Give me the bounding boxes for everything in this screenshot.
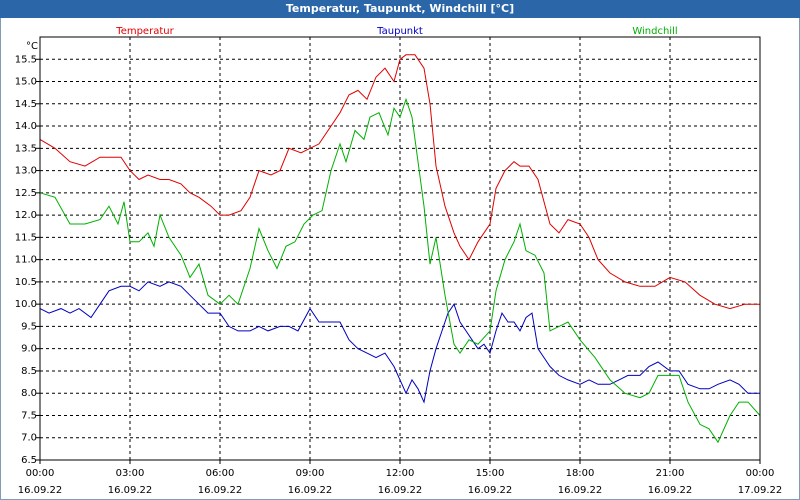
y-tick-label: 14.5	[15, 99, 37, 110]
x-tick-label-date: 16.09.22	[198, 485, 243, 496]
y-tick-label: 14.0	[15, 121, 37, 132]
x-tick-label-time: 00:00	[746, 468, 775, 479]
x-tick-label-time: 15:00	[476, 468, 505, 479]
legend-taupunkt: Taupunkt	[376, 26, 423, 37]
x-tick-label-date: 16.09.22	[108, 485, 153, 496]
x-tick-label-time: 00:00	[26, 468, 55, 479]
x-tick-label-time: 09:00	[296, 468, 325, 479]
y-tick-label: 8.5	[21, 366, 37, 377]
y-tick-label: 10.5	[15, 277, 37, 288]
y-tick-label: 11.0	[15, 255, 37, 266]
x-tick-label-time: 18:00	[566, 468, 595, 479]
x-tick-label-time: 03:00	[116, 468, 145, 479]
x-tick-label-time: 12:00	[386, 468, 415, 479]
y-tick-label: 10.0	[15, 299, 37, 310]
x-tick-label-time: 06:00	[206, 468, 235, 479]
y-tick-label: 7.5	[21, 410, 37, 421]
y-tick-label: 12.0	[15, 210, 37, 221]
x-tick-label-date: 16.09.22	[18, 485, 63, 496]
x-tick-label-date: 16.09.22	[558, 485, 603, 496]
y-tick-label: 15.5	[15, 54, 37, 65]
y-tick-label: 15.0	[15, 77, 37, 88]
legend-temperatur: Temperatur	[115, 26, 174, 37]
y-tick-label: 9.0	[21, 344, 37, 355]
x-tick-label-date: 16.09.22	[378, 485, 423, 496]
y-tick-label: 6.5	[21, 455, 37, 466]
x-tick-label-date: 16.09.22	[648, 485, 693, 496]
chart-title: Temperatur, Taupunkt, Windchill [°C]	[0, 0, 800, 18]
series-line-taupunkt	[39, 281, 760, 404]
x-tick-label-date: 16.09.22	[288, 485, 333, 496]
x-tick-label-date: 17.09.22	[738, 485, 783, 496]
y-axis-label: °C	[26, 41, 38, 52]
y-tick-label: 12.5	[15, 188, 37, 199]
x-tick-label-date: 16.09.22	[468, 485, 513, 496]
y-tick-label: 13.0	[15, 166, 37, 177]
y-tick-label: 9.5	[21, 321, 37, 332]
y-tick-label: 13.5	[15, 143, 37, 154]
series-line-temperatur	[39, 54, 760, 310]
y-tick-label: 11.5	[15, 232, 37, 243]
x-tick-label-time: 21:00	[656, 468, 685, 479]
legend-windchill: Windchill	[632, 26, 677, 37]
y-tick-label: 7.0	[21, 433, 37, 444]
plot-border	[39, 36, 761, 461]
y-tick-label: 8.0	[21, 388, 37, 399]
series-line-windchill	[39, 97, 761, 444]
